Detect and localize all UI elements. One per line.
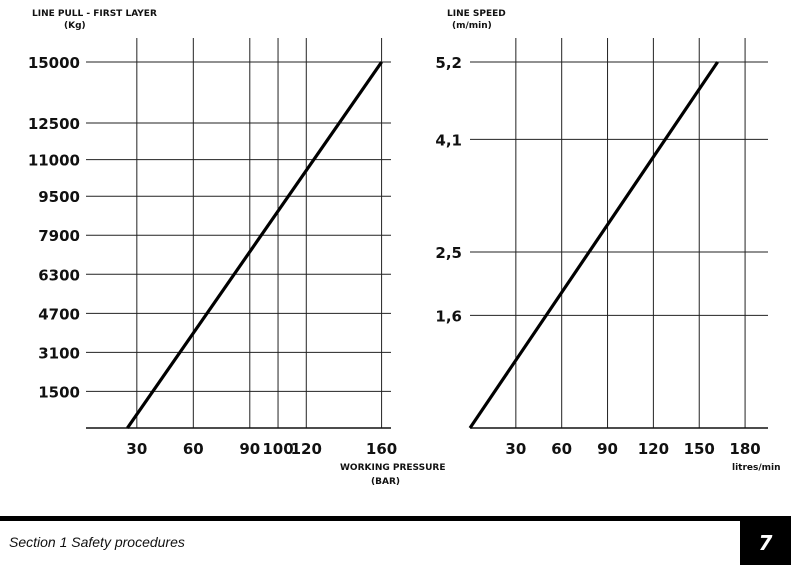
y-tick-label: 15000 — [28, 54, 80, 72]
series-line — [126, 61, 383, 429]
footer-divider — [0, 516, 791, 521]
x-tick-label: 90 — [597, 440, 618, 458]
y-tick-label: 5,2 — [435, 54, 462, 72]
y-tick-label: 9500 — [38, 188, 80, 206]
y-tick-label: 3100 — [38, 344, 80, 362]
y-tick-label: 2,5 — [435, 244, 462, 262]
x-tick-label: 120 — [291, 440, 322, 458]
x-tick-label: 30 — [505, 440, 526, 458]
x-tick-label: 90 — [239, 440, 260, 458]
section-title: Section 1 Safety procedures — [9, 534, 185, 550]
chart-title: LINE PULL - FIRST LAYER — [32, 9, 157, 19]
x-tick-label: 180 — [729, 440, 760, 458]
x-tick-label: 160 — [366, 440, 397, 458]
x-tick-label: 60 — [183, 440, 204, 458]
x-tick-label: 100 — [262, 440, 293, 458]
y-tick-label: 7900 — [38, 227, 80, 245]
line-speed-chart: LINE SPEED (m/min) litres/min 30 60 90 120 1… — [435, 9, 780, 473]
x-tick-label: 120 — [638, 440, 669, 458]
x-tick-label: 60 — [551, 440, 572, 458]
x-axis-label: WORKING PRESSURE — [340, 463, 446, 473]
y-tick-label: 11000 — [28, 152, 80, 170]
chart-unit: (Kg) — [64, 21, 86, 31]
chart-title: LINE SPEED — [447, 9, 506, 19]
y-tick-label: 4700 — [38, 305, 80, 323]
x-tick-label: 30 — [126, 440, 147, 458]
chart-unit: (m/min) — [452, 21, 492, 31]
x-tick-label: 150 — [684, 440, 715, 458]
page-number-badge: 7 — [740, 521, 791, 565]
x-axis-label: litres/min — [732, 463, 781, 473]
series-line — [468, 61, 719, 429]
page-number: 7 — [758, 531, 773, 555]
y-tick-label: 1,6 — [435, 307, 462, 325]
y-tick-label: 12500 — [28, 115, 80, 133]
y-tick-label: 1500 — [38, 383, 80, 401]
charts-area: LINE PULL - FIRST LAYER (Kg) WORKING PRE… — [28, 9, 781, 487]
line-pull-chart: LINE PULL - FIRST LAYER (Kg) WORKING PRE… — [28, 9, 446, 487]
y-tick-label: 4,1 — [435, 131, 462, 149]
x-axis-unit: (BAR) — [371, 477, 400, 487]
y-tick-label: 6300 — [38, 266, 80, 284]
